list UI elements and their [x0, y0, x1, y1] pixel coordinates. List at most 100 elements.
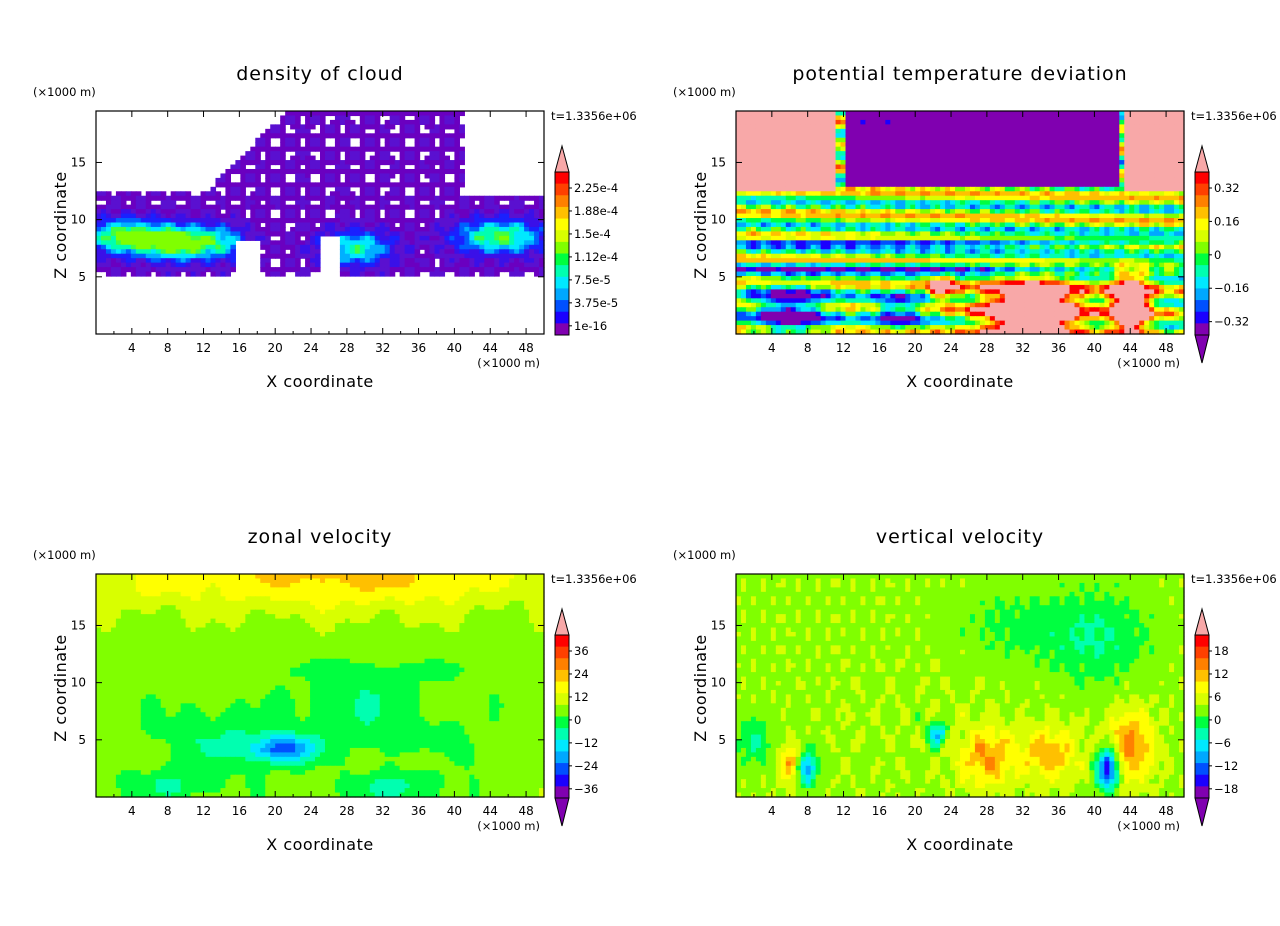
heatmap-cell: [474, 204, 480, 210]
heatmap-cell: [499, 249, 505, 255]
heatmap-cell: [305, 146, 311, 152]
heatmap-cell: [120, 226, 127, 233]
heatmap-cell: [1114, 151, 1120, 157]
heatmap-cell: [845, 213, 852, 219]
heatmap-cell: [145, 244, 152, 250]
heatmap-cell: [1144, 137, 1150, 143]
heatmap-cell: [105, 235, 112, 241]
heatmap-cell: [1079, 128, 1086, 134]
heatmap-cell: [945, 218, 951, 224]
heatmap-cell: [534, 240, 540, 246]
heatmap-cell: [860, 235, 867, 241]
heatmap-cell: [1044, 133, 1051, 139]
heatmap-cell: [964, 164, 971, 170]
heatmap-cell: [320, 218, 326, 224]
heatmap-cell: [964, 222, 971, 228]
heatmap-cell: [974, 213, 981, 219]
heatmap-cell: [1074, 204, 1081, 210]
heatmap-cell: [320, 155, 326, 161]
heatmap-cell: [474, 240, 480, 246]
heatmap-cell: [795, 186, 802, 192]
heatmap-cell: [310, 262, 316, 268]
heatmap-cell: [539, 249, 545, 255]
heatmap-cell: [165, 249, 172, 255]
heatmap-cell: [765, 160, 772, 166]
heatmap-cell: [925, 164, 931, 170]
heatmap-cell: [389, 204, 396, 210]
heatmap-cell: [1079, 195, 1086, 201]
heatmap-cell: [96, 231, 102, 237]
heatmap-cell: [1149, 133, 1155, 139]
heatmap-cell: [1164, 133, 1170, 139]
heatmap-cell: [1069, 115, 1076, 121]
heatmap-cell: [125, 267, 132, 273]
heatmap-cell: [359, 160, 366, 166]
heatmap-cell: [135, 195, 142, 201]
heatmap-cell: [150, 262, 157, 268]
heatmap-cell: [989, 213, 996, 219]
heatmap-cell: [895, 177, 901, 183]
heatmap-cell: [790, 142, 797, 148]
heatmap-cell: [740, 182, 747, 188]
heatmap-cell: [1044, 177, 1051, 183]
heatmap-cell: [945, 191, 951, 197]
heatmap-cell: [479, 209, 485, 215]
heatmap-cell: [409, 155, 416, 161]
heatmap-cell: [344, 240, 351, 246]
heatmap-cell: [310, 222, 316, 228]
heatmap-cell: [745, 191, 752, 197]
heatmap-cell: [1129, 151, 1135, 157]
heatmap-cell: [344, 115, 351, 121]
heatmap-cell: [740, 160, 747, 166]
heatmap-cell: [150, 218, 157, 224]
heatmap-cell: [969, 231, 976, 237]
heatmap-cell: [1104, 218, 1110, 224]
heatmap-cell: [334, 182, 341, 188]
heatmap-cell: [845, 191, 852, 197]
heatmap-cell: [1024, 119, 1031, 125]
heatmap-cell: [524, 226, 530, 233]
heatmap-cell: [1149, 177, 1155, 183]
heatmap-cell: [890, 164, 896, 170]
heatmap-cell: [974, 182, 981, 188]
heatmap-cell: [1119, 142, 1125, 148]
heatmap-cell: [795, 244, 802, 250]
heatmap-cell: [295, 186, 301, 192]
heatmap-cell: [780, 235, 787, 241]
heatmap-cell: [1064, 173, 1071, 179]
heatmap-cell: [860, 177, 867, 183]
heatmap-cell: [295, 204, 301, 210]
heatmap-cell: [305, 218, 311, 224]
heatmap-cell: [1029, 195, 1036, 201]
heatmap-cell: [1069, 173, 1076, 179]
heatmap-cell: [374, 200, 381, 206]
heatmap-cell: [1074, 142, 1081, 148]
heatmap-cell: [935, 191, 941, 197]
heatmap-cell: [449, 182, 455, 188]
heatmap-cell: [1059, 235, 1066, 241]
heatmap-cell: [755, 244, 762, 250]
heatmap-cell: [489, 200, 495, 206]
heatmap-cell: [1084, 222, 1091, 228]
heatmap-cell: [974, 115, 981, 121]
heatmap-cell: [354, 195, 361, 201]
heatmap-cell: [860, 128, 867, 134]
heatmap-cell: [255, 200, 261, 206]
heatmap-cell: [785, 240, 792, 246]
heatmap-cell: [534, 226, 540, 233]
heatmap-cell: [225, 231, 231, 237]
heatmap-cell: [329, 160, 336, 166]
heatmap-cell: [339, 244, 346, 250]
heatmap-cell: [1084, 151, 1091, 157]
heatmap-cell: [800, 240, 807, 246]
heatmap-cell: [736, 137, 742, 143]
heatmap-cell: [285, 186, 291, 192]
heatmap-cell: [930, 119, 936, 125]
heatmap-cell: [265, 164, 271, 170]
heatmap-cell: [740, 195, 747, 201]
heatmap-cell: [130, 213, 137, 219]
heatmap-cell: [260, 164, 266, 170]
heatmap-cell: [810, 226, 817, 233]
heatmap-cell: [900, 218, 906, 224]
heatmap-cell: [404, 267, 411, 273]
